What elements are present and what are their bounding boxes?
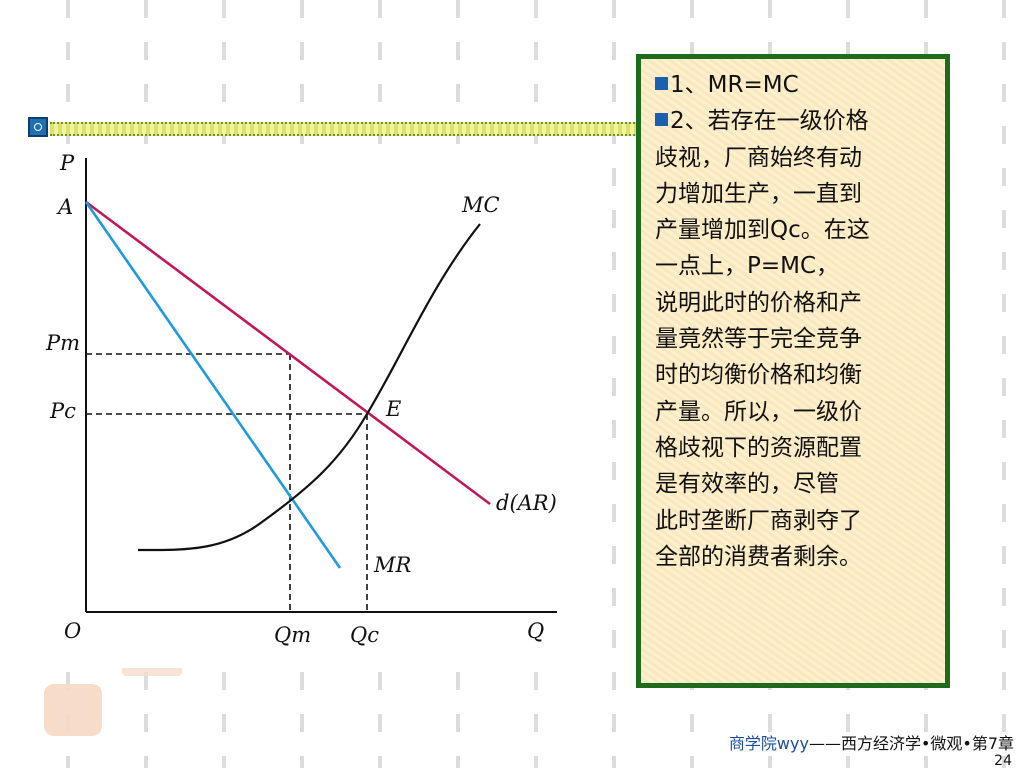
axis-label-o: O: [64, 619, 81, 643]
point-2-line-8: 时的均衡价格和均衡: [655, 362, 862, 389]
explanation-box: 1、MR=MC 2、若存在一级价格 歧视，厂商始终有动 力增加生产，一直到 产量…: [636, 54, 950, 688]
demand-curve: [85, 200, 491, 506]
mc-curve: [137, 223, 481, 552]
slide-footer: 商学院wyy——西方经济学•微观•第7章: [729, 730, 1014, 754]
axis-label-p: P: [59, 151, 75, 175]
point-2-line-12: 此时垄断厂商剥夺了: [655, 507, 862, 534]
footer-course: ——西方经济学•微观•第7章: [808, 734, 1014, 753]
point-2-line-4: 产量增加到Qc。在这: [655, 217, 870, 244]
point-1-text: 1、MR=MC: [670, 72, 799, 98]
point-2-line-5: 一点上，P=MC，: [655, 253, 840, 280]
point-2-line-1: 2、若存在一级价格: [655, 103, 935, 139]
axis-label-qm: Qm: [274, 623, 311, 647]
mr-curve: [84, 201, 342, 569]
title-divider: [50, 122, 650, 136]
axis-label-q: Q: [527, 619, 544, 643]
curve-label-mr: MR: [373, 553, 412, 577]
point-label-e: E: [385, 397, 401, 421]
point-2-line-13: 全部的消费者剩余。: [655, 543, 862, 570]
slide-nav-icon[interactable]: [28, 117, 48, 137]
point-2-text-start: 2、若存在一级价格: [670, 108, 869, 135]
axis-label-pm: Pm: [45, 331, 80, 355]
point-2-line-11: 是有效率的，尽管: [655, 471, 839, 498]
point-2-line-3: 力增加生产，一直到: [655, 180, 862, 207]
axis-label-qc: Qc: [350, 623, 379, 647]
point-1: 1、MR=MC: [655, 67, 935, 103]
curve-label-demand: d(AR): [496, 491, 557, 515]
point-2-line-7: 量竟然等于完全竞争: [655, 326, 862, 353]
curve-label-mc: MC: [461, 193, 500, 217]
diagram-svg: P A Pm Pc O Qm Qc Q MC E d(AR) MR: [45, 151, 557, 647]
axis-label-a: A: [56, 195, 73, 219]
page-number: 24: [994, 753, 1012, 769]
point-2-line-6: 说明此时的价格和产: [655, 289, 862, 316]
decorative-seal-logo: [44, 684, 102, 736]
square-bullet-icon: [655, 77, 668, 90]
square-bullet-icon: [655, 113, 668, 127]
point-2-line-2: 歧视，厂商始终有动: [655, 144, 862, 171]
point-2-line-10: 格歧视下的资源配置: [655, 434, 862, 461]
axis-label-pc: Pc: [49, 399, 76, 423]
footer-school: 商学院wyy: [728, 734, 809, 753]
price-discrimination-diagram: P A Pm Pc O Qm Qc Q MC E d(AR) MR: [22, 150, 602, 668]
point-2-line-9: 产量。所以，一级价: [655, 398, 862, 425]
